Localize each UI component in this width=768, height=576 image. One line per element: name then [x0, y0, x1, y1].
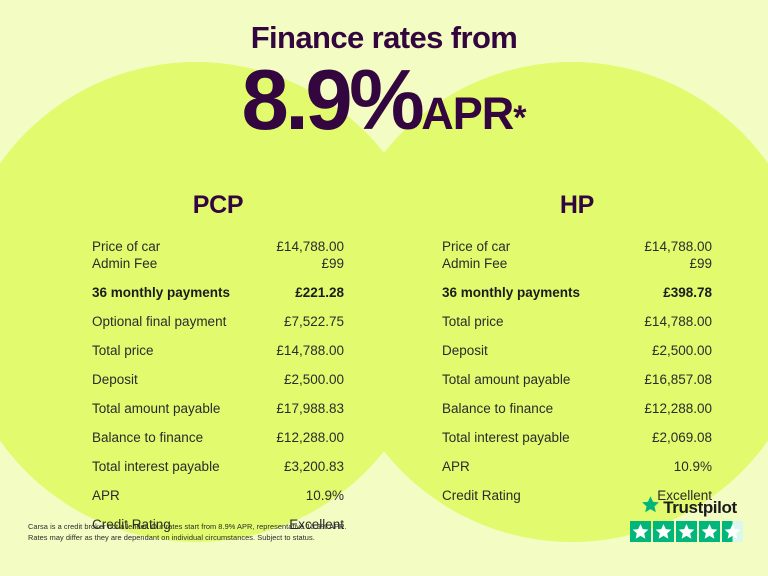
table-row: Admin Fee £99: [92, 255, 344, 271]
row-value: £12,288.00: [644, 400, 712, 416]
table-row: Total price £14,788.00: [92, 342, 344, 358]
table-row: Credit Rating Excellent: [442, 487, 712, 503]
table-row: Optional final payment £7,522.75: [92, 313, 344, 329]
trustpilot-half-star-icon: [722, 521, 743, 542]
row-value: £14,788.00: [276, 342, 344, 358]
row-label: APR: [442, 458, 470, 474]
row-label: Credit Rating: [442, 487, 521, 503]
row-value: £2,069.08: [651, 429, 712, 445]
row-label: Deposit: [442, 342, 488, 358]
table-row: Price of car £14,788.00: [442, 240, 712, 254]
trustpilot-wordmark: Trustpilot: [630, 496, 748, 518]
table-row: Balance to finance £12,288.00: [92, 429, 344, 445]
trustpilot-name: Trustpilot: [663, 497, 737, 517]
rate-headline: 8.9%APR*: [0, 58, 768, 143]
table-row: Deposit £2,500.00: [442, 342, 712, 358]
disclaimer-line-2: Rates may differ as they are dependant o…: [28, 533, 315, 543]
row-label: Balance to finance: [442, 400, 554, 416]
row-value: Excellent: [289, 516, 344, 532]
finance-column-pcp: PCP Price of car £14,788.00 Admin Fee £99 36…: [0, 193, 384, 547]
row-label: Total interest payable: [92, 458, 220, 474]
row-label: Total interest payable: [442, 429, 570, 445]
legal-disclaimer: Carsa is a credit broker not a lender. O…: [28, 521, 347, 544]
table-row: 36 monthly payments £221.28: [92, 284, 344, 300]
row-value: £221.28: [295, 284, 344, 300]
table-row: APR 10.9%: [92, 487, 344, 503]
row-value: £7,522.75: [283, 313, 344, 329]
trustpilot-full-star-icon: [653, 521, 674, 542]
table-row: 36 monthly payments £398.78: [442, 284, 712, 300]
row-value: £99: [321, 255, 344, 271]
row-value: 10.9%: [305, 487, 344, 503]
table-row: Total price £14,788.00: [442, 313, 712, 329]
finance-rows-pcp: Price of car £14,788.00 Admin Fee £99 36 mon…: [92, 240, 344, 531]
table-row: Deposit £2,500.00: [92, 371, 344, 387]
row-value: £2,500.00: [651, 342, 712, 358]
row-value: 10.9%: [673, 458, 712, 474]
table-row: Total interest payable £3,200.83: [92, 458, 344, 474]
column-title-hp: HP: [559, 191, 595, 219]
row-label: Price of car: [442, 239, 511, 254]
row-value: £398.78: [663, 284, 712, 300]
row-label: Total price: [92, 342, 154, 358]
row-value: £99: [689, 255, 712, 271]
row-value: £17,988.83: [276, 400, 344, 416]
row-label: Total amount payable: [92, 400, 221, 416]
finance-rows-hp: Price of car £14,788.00 Admin Fee £99 36 mon…: [442, 240, 712, 502]
column-title-pcp: PCP: [192, 191, 244, 219]
table-row: Total amount payable £17,988.83: [92, 400, 344, 416]
rate-asterisk: *: [513, 99, 527, 137]
row-value: £14,788.00: [276, 239, 344, 254]
finance-comparison-columns: PCP Price of car £14,788.00 Admin Fee £99 36…: [0, 193, 768, 547]
trustpilot-rating: Trustpilot: [630, 496, 748, 542]
row-value: £14,788.00: [644, 313, 712, 329]
rate-unit: APR: [421, 88, 514, 139]
row-label: Optional final payment: [92, 313, 227, 329]
rate-value: 8.9%: [241, 53, 425, 148]
table-row: Total amount payable £16,857.08: [442, 371, 712, 387]
table-row: APR 10.9%: [442, 458, 712, 474]
trustpilot-stars: [630, 521, 748, 542]
trustpilot-full-star-icon: [699, 521, 720, 542]
trustpilot-full-star-icon: [676, 521, 697, 542]
row-value: £14,788.00: [644, 239, 712, 254]
row-label: Admin Fee: [92, 255, 158, 271]
page-title: Finance rates from: [250, 20, 518, 55]
row-label: Deposit: [92, 371, 138, 387]
decorative-circle-right: [332, 62, 768, 542]
trustpilot-star-icon: [641, 495, 660, 519]
row-label: Total price: [442, 313, 504, 329]
row-label: 36 monthly payments: [442, 284, 581, 300]
row-label: Total amount payable: [442, 371, 571, 387]
disclaimer-line-1: Carsa is a credit broker not a lender. O…: [28, 522, 347, 531]
table-row: Balance to finance £12,288.00: [442, 400, 712, 416]
finance-column-hp: HP Price of car £14,788.00 Admin Fee £99 36 …: [384, 193, 768, 547]
table-row: Total interest payable £2,069.08: [442, 429, 712, 445]
row-label: Credit Rating: [92, 516, 171, 532]
row-label: Balance to finance: [92, 429, 204, 445]
row-value: £3,200.83: [283, 458, 344, 474]
row-label: APR: [92, 487, 120, 503]
row-value: £12,288.00: [276, 429, 344, 445]
table-row: Price of car £14,788.00: [92, 240, 344, 254]
row-value: £16,857.08: [644, 371, 712, 387]
row-value: £2,500.00: [283, 371, 344, 387]
trustpilot-full-star-icon: [630, 521, 651, 542]
row-label: Price of car: [92, 239, 161, 254]
table-row: Admin Fee £99: [442, 255, 712, 271]
table-row: Credit Rating Excellent: [92, 516, 344, 532]
row-label: Admin Fee: [442, 255, 508, 271]
row-value: Excellent: [657, 487, 712, 503]
row-label: 36 monthly payments: [92, 284, 231, 300]
